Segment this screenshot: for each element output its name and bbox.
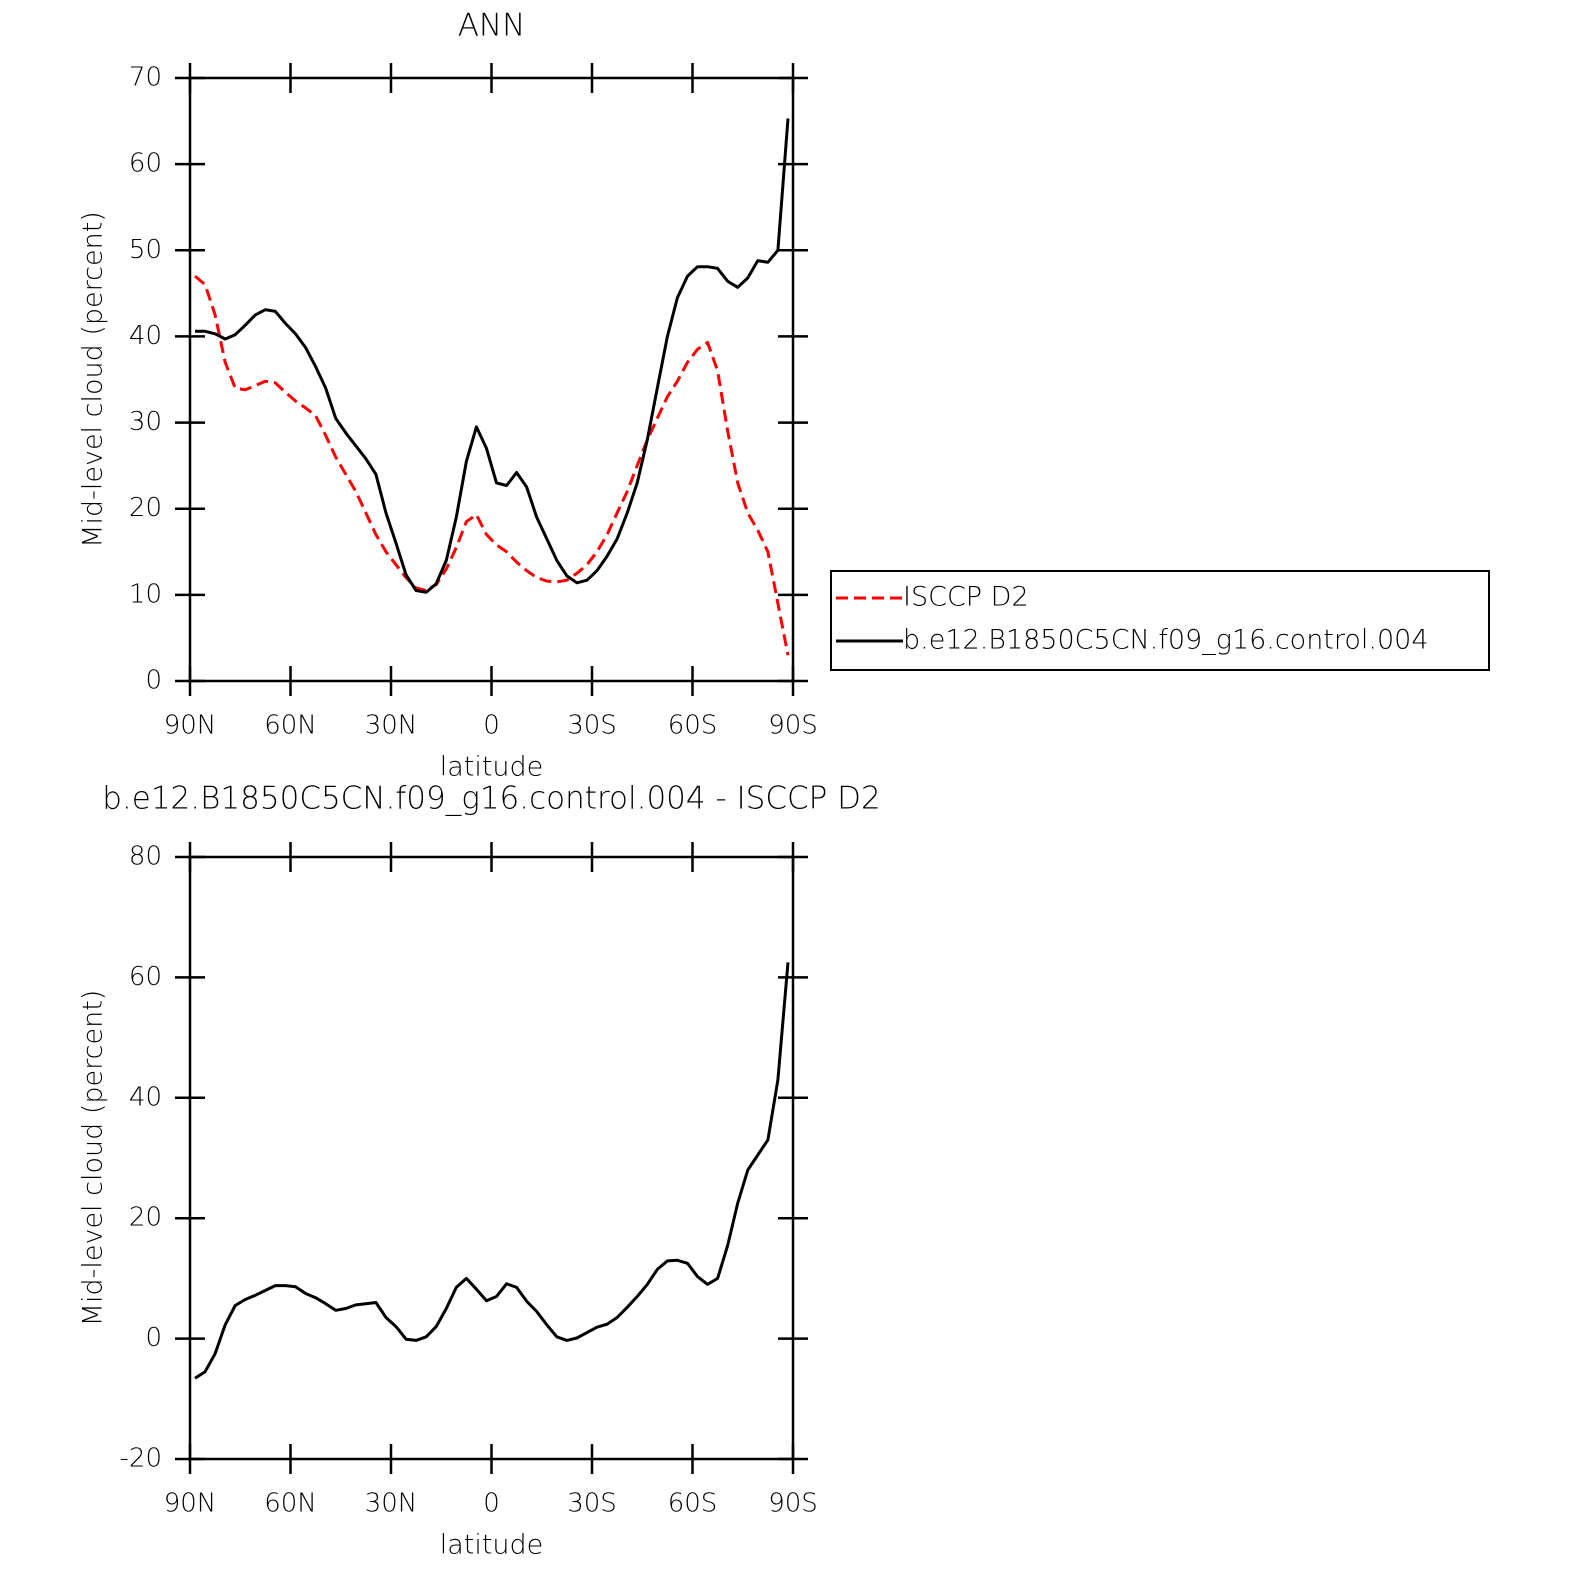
x-tick-label: 30N — [365, 1489, 418, 1519]
y-tick-label: 20 — [129, 1203, 162, 1233]
x-axis-label: latitude — [440, 1530, 544, 1561]
x-tick-label: 0 — [483, 711, 500, 741]
x-tick-label: 90N — [164, 711, 217, 741]
x-tick-label: 60S — [668, 711, 718, 741]
y-tick-label: 20 — [129, 493, 162, 523]
y-tick-label: 0 — [145, 1323, 162, 1353]
x-tick-label: 60N — [264, 1489, 317, 1519]
y-tick-label: 60 — [129, 149, 162, 179]
y-tick-label: 40 — [129, 1082, 162, 1112]
legend-label: ISCCP D2 — [903, 582, 1029, 613]
x-tick-label: 30S — [567, 1489, 617, 1519]
y-axis-label: Mid-level cloud (percent) — [78, 211, 109, 548]
legend-box — [830, 570, 1490, 671]
x-tick-label: 90S — [768, 1489, 818, 1519]
x-tick-label: 90S — [768, 711, 818, 741]
y-tick-label: 30 — [129, 407, 162, 437]
x-tick-label: 30N — [365, 711, 418, 741]
y-tick-label: 0 — [145, 666, 162, 696]
y-tick-label: -20 — [120, 1444, 162, 1474]
x-tick-label: 60N — [264, 711, 317, 741]
x-tick-label: 90N — [164, 1489, 217, 1519]
plot-frame — [188, 76, 795, 683]
x-tick-label: 30S — [567, 711, 617, 741]
legend-label: b.e12.B1850C5CN.f09_g16.control.004 — [903, 625, 1429, 656]
data-line — [194, 274, 790, 656]
y-axis-label: Mid-level cloud (percent) — [78, 990, 109, 1327]
chart-title: ANN — [458, 8, 526, 44]
data-line — [195, 118, 790, 594]
plot-frame — [188, 855, 795, 1461]
y-tick-label: 10 — [129, 579, 162, 609]
chart-title: b.e12.B1850C5CN.f09_g16.control.004 - IS… — [102, 781, 881, 817]
data-line — [194, 962, 790, 1380]
x-tick-label: 0 — [483, 1489, 500, 1519]
x-axis-label: latitude — [440, 752, 544, 783]
y-tick-label: 40 — [129, 321, 162, 351]
y-tick-label: 70 — [129, 63, 162, 93]
y-tick-label: 60 — [129, 962, 162, 992]
y-tick-label: 80 — [129, 842, 162, 872]
x-tick-label: 60S — [668, 1489, 718, 1519]
y-tick-label: 50 — [129, 235, 162, 265]
